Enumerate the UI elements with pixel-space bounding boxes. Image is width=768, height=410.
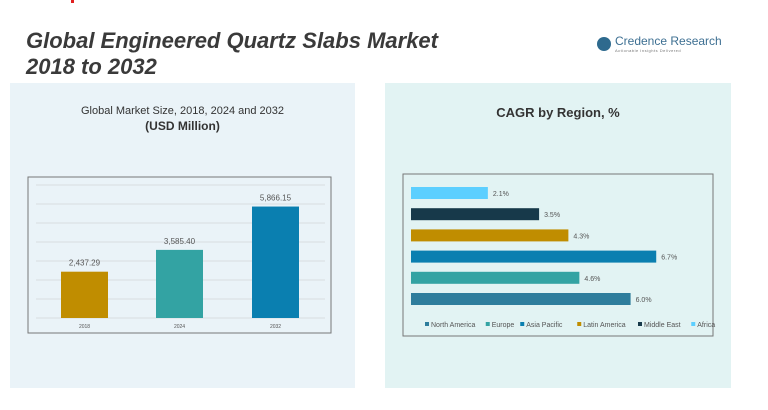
legend-europe: Europe	[492, 322, 515, 329]
bar-north-america	[411, 293, 631, 305]
legend-asia-pacific: Asia Pacific	[526, 322, 563, 329]
bar-2018	[61, 271, 108, 318]
x-tick-2024: 2024	[174, 324, 185, 330]
cagr-title: CAGR by Region, %	[496, 105, 620, 120]
legend-middle-east: Middle East	[644, 322, 681, 329]
market-size-chart: 2,437.29 2018 3,585.40 2024 5,866.15 2032	[27, 176, 332, 334]
data-label-2018: 2,437.29	[69, 259, 101, 268]
market-size-title: Global Market Size, 2018, 2024 and 2032	[80, 105, 285, 117]
red-marker	[71, 0, 74, 3]
bar-latin-america	[411, 229, 569, 242]
title-line-2: 2018 to 2032	[26, 54, 157, 79]
cagr-chart: 2.1% 3.5% 4.3% 6.7% 4.6% 6.0% North America Eur…	[402, 173, 715, 337]
bar-middle-east	[411, 208, 540, 221]
legend-swatch	[577, 322, 582, 326]
market-size-panel: Global Market Size, 2018, 2024 and 2032 …	[10, 83, 355, 388]
plot-frame	[27, 176, 332, 334]
x-tick-2032: 2032	[270, 324, 281, 330]
data-label-europe: 4.6%	[584, 276, 600, 283]
market-size-unit: (USD Million)	[145, 119, 220, 133]
data-label-africa: 2.1%	[493, 191, 509, 198]
bar-africa	[411, 187, 488, 199]
data-label-latin-america: 4.3%	[573, 233, 589, 240]
title-line-1: Global Engineered Quartz Slabs Market	[26, 28, 438, 53]
legend-latin-america: Latin America	[583, 322, 626, 329]
legend-swatch	[691, 322, 696, 326]
logo-name: Credence Research	[615, 34, 722, 48]
legend-swatch	[485, 322, 490, 326]
legend-swatch	[520, 322, 525, 326]
data-label-2024: 3,585.40	[164, 237, 196, 246]
legend-swatch	[638, 322, 642, 326]
legend-north-america: North America	[431, 322, 475, 329]
bar-2032	[252, 206, 299, 318]
logo-tagline: Actionable Insights Delivered	[615, 48, 682, 53]
bar-2024	[156, 249, 203, 318]
bar-europe	[411, 271, 580, 284]
legend-swatch	[425, 322, 429, 326]
bar-asia-pacific	[411, 250, 657, 263]
credence-logo: Credence Research Actionable Insights Del…	[597, 34, 722, 53]
legend-africa: Africa	[697, 322, 715, 329]
page-title: Global Engineered Quartz Slabs Market 201…	[26, 28, 438, 80]
data-label-north-america: 6.0%	[636, 297, 652, 304]
cagr-panel: CAGR by Region, % 2.1% 3.5% 4.3% 6.7% 4.6% 6.…	[385, 83, 731, 388]
data-label-middle-east: 3.5%	[544, 212, 560, 219]
plot-frame	[402, 173, 714, 337]
data-label-2032: 5,866.15	[260, 194, 292, 203]
data-label-asia-pacific: 6.7%	[661, 255, 677, 262]
x-tick-2018: 2018	[79, 324, 90, 330]
logo-icon	[597, 36, 611, 51]
